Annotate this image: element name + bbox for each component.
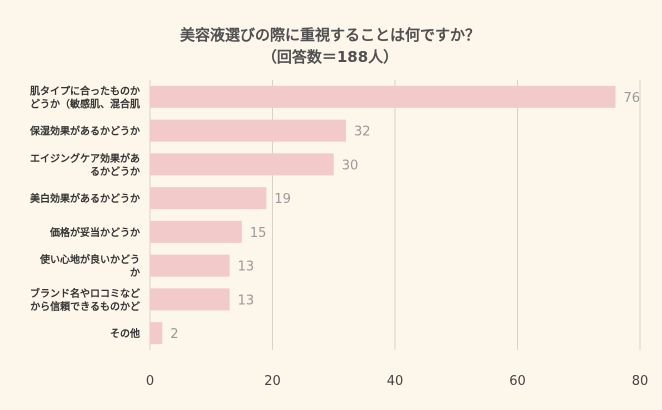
category-label: その他 [110, 327, 140, 340]
category-labels: 肌タイプに合ったものかどうか（敏感肌、混合肌保湿効果があるかどうかエイジングケア… [29, 84, 140, 340]
bar-value-label: 30 [342, 158, 359, 173]
x-tick-label: 20 [264, 374, 281, 389]
bar [150, 119, 346, 142]
bar [150, 288, 230, 311]
category-label: ブランド名やロコミなどから信頼できるものかど [30, 287, 140, 313]
category-label-line: か [130, 267, 140, 279]
bar-value-label: 32 [354, 125, 371, 140]
bar [150, 322, 163, 345]
category-label-line: エイジングケア効果があ [30, 152, 140, 165]
x-tick-label: 0 [146, 374, 154, 389]
x-tick-label: 40 [387, 374, 404, 389]
category-label-line: 保湿効果があるかどうか [29, 125, 140, 138]
category-label: 価格が妥当かどうか [49, 226, 140, 239]
bar-value-label: 19 [274, 192, 291, 207]
category-label-line: から信頼できるものかど [30, 300, 140, 313]
category-label-line: 肌タイプに合ったものか [30, 84, 140, 97]
category-label: エイジングケア効果があるかどうか [30, 152, 140, 178]
bar-value-label: 13 [238, 260, 255, 275]
x-axis-ticks: 0 20 40 60 80 [146, 374, 648, 389]
category-label: 肌タイプに合ったものかどうか（敏感肌、混合肌 [30, 84, 140, 110]
bar-value-label: 13 [238, 293, 255, 308]
bar [150, 254, 230, 277]
chart-title-line-1: 美容液選びの際に重視することは何ですか？ [180, 26, 480, 44]
bar [150, 220, 242, 243]
bar [150, 153, 334, 176]
x-tick-label: 60 [509, 374, 526, 389]
category-label-line: 美白効果があるかどうか [30, 192, 140, 205]
data-labels: 76 32 30 19 15 13 13 2 [170, 91, 640, 342]
category-label: 使い心地が良いかどうか [39, 253, 140, 279]
category-label-line: ブランド名やロコミなど [30, 287, 140, 300]
bar-value-label: 15 [250, 226, 267, 241]
category-label-line: 価格が妥当かどうか [49, 226, 140, 239]
bar [150, 85, 616, 108]
x-tick-label: 80 [632, 374, 649, 389]
bar [150, 187, 267, 210]
category-label-line: 使い心地が良いかどう [39, 253, 140, 266]
category-label-line: その他 [110, 327, 140, 340]
category-label-line: どうか（敏感肌、混合肌 [30, 97, 140, 110]
bar-value-label: 2 [170, 327, 178, 342]
category-label: 保湿効果があるかどうか [29, 125, 140, 138]
bars [150, 85, 616, 345]
chart-title-line-2: （回答数＝188人） [262, 48, 398, 66]
category-label-line: るかどうか [90, 165, 140, 178]
category-label: 美白効果があるかどうか [30, 192, 140, 205]
bar-value-label: 76 [624, 91, 641, 106]
